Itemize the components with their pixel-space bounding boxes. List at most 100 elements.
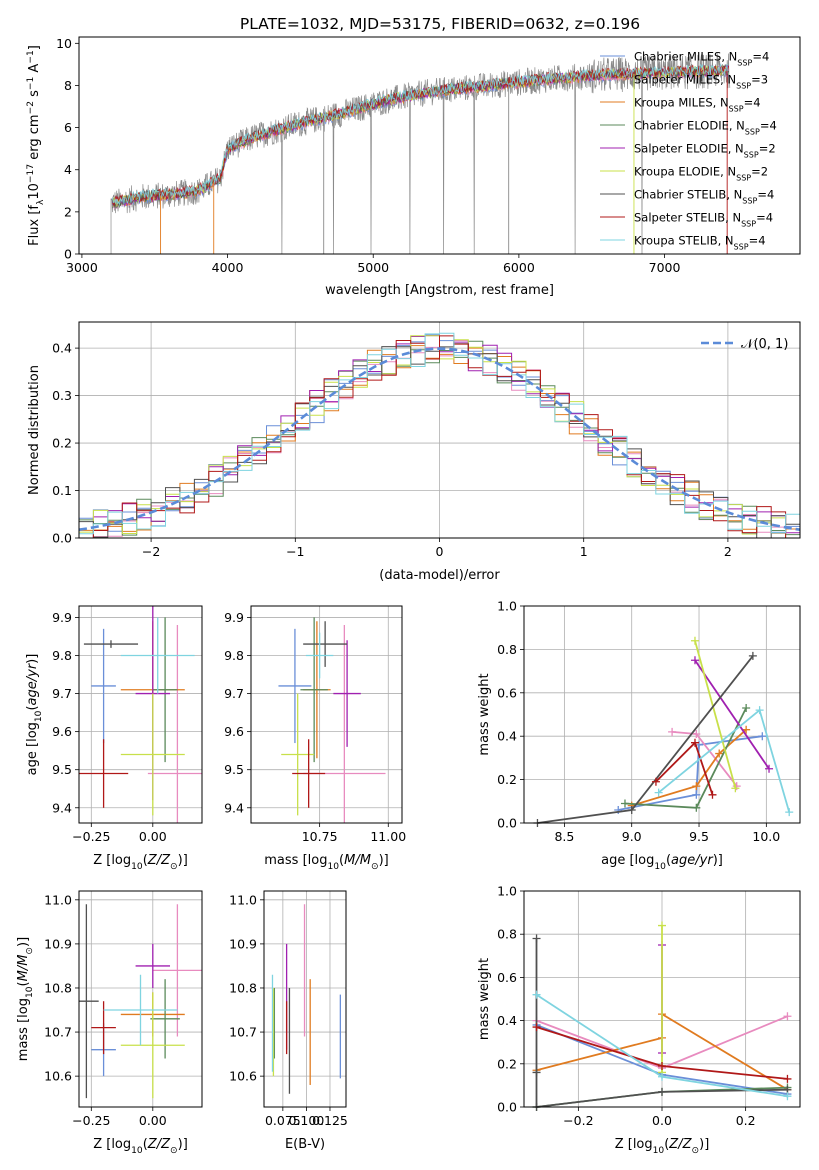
x-tick-label: 0.00 (139, 829, 167, 844)
weight-series (614, 732, 767, 814)
weight-marker (708, 790, 717, 799)
y-tick-label: 0.2 (497, 772, 517, 787)
plot-area (278, 617, 386, 823)
weight-marker (658, 921, 666, 930)
weight-line (694, 640, 737, 789)
weight-marker (783, 1012, 792, 1021)
weight-series (654, 706, 794, 817)
y-axis-label: age [log10(age/yr)] (25, 654, 44, 776)
y-tick-label: 0.2 (52, 436, 72, 451)
y-tick-label: 9.7 (224, 686, 244, 701)
y-tick-label: 0.4 (52, 341, 72, 356)
error-point (147, 625, 202, 823)
axes-frame (78, 36, 801, 255)
x-axis-label: Z [log10(Z/Z⊙)] (615, 1137, 710, 1156)
y-tick-label: 0.0 (497, 1100, 517, 1115)
y-axis-label: Flux [fλ10−17 erg cm−2 s−1 A−1] (26, 45, 46, 246)
chart-spectrum: 3000 4000 5000 6000 7000 0 2 4 6 8 10 Chabrier MILE… (26, 36, 801, 298)
x-tick-label: 9.0 (622, 829, 642, 844)
figure-title: PLATE=1032, MJD=53175, FIBERID=0632, z=0… (240, 15, 640, 33)
weight-marker (785, 808, 794, 817)
y-tick-label: 10.8 (44, 980, 72, 995)
plot-area (78, 332, 801, 539)
error-point (305, 632, 334, 679)
x-axis-label: wavelength [Angstrom, rest frame] (325, 283, 554, 298)
weight-marker (690, 738, 699, 747)
y-tick-label: 9.4 (52, 800, 72, 815)
y-axis-label: mass weight (477, 958, 492, 1040)
normal-curve (78, 347, 801, 531)
error-point (152, 904, 202, 1037)
x-axis-label: age [log10(age/yr)] (601, 853, 723, 872)
x-tick-label: 0.0 (652, 1113, 672, 1128)
y-tick-label: 0.4 (497, 729, 517, 744)
error-point (152, 617, 178, 763)
plot-area (79, 606, 202, 823)
x-tick-label: 6000 (503, 260, 535, 275)
x-tick-label: 0.075 (265, 1113, 301, 1128)
weight-marker (690, 656, 699, 665)
y-tick-label: 9.7 (52, 686, 72, 701)
x-axis-label: Z [log10(Z/Z⊙)] (93, 1137, 188, 1156)
legend: 𝒩(0, 1) (701, 337, 788, 352)
y-tick-label: 10.6 (229, 1069, 257, 1084)
legend-label: Chabrier MILES, NSSP=4 (634, 50, 769, 68)
axes-frame (78, 605, 203, 824)
axes-frame (250, 605, 403, 824)
weight-marker (658, 1087, 666, 1096)
y-tick-label: 0.0 (52, 531, 72, 546)
error-point (120, 617, 195, 694)
weight-marker (668, 727, 677, 736)
x-axis-label: (data-model)/error (379, 568, 500, 583)
weight-marker (692, 730, 701, 739)
y-tick-label: 9.8 (52, 648, 72, 663)
weight-marker (532, 934, 541, 943)
y-tick-label: 6 (64, 120, 72, 135)
y-tick-label: 11.0 (44, 892, 72, 907)
weight-marker (690, 636, 699, 645)
x-tick-label: 4000 (212, 260, 244, 275)
legend-label: 𝒩(0, 1) (741, 337, 788, 352)
y-tick-label: 0 (64, 247, 72, 262)
x-axis-label: E(B-V) (285, 1137, 325, 1152)
error-point (79, 739, 129, 808)
legend-label: Chabrier STELIB, NSSP=4 (634, 188, 774, 206)
weight-marker (731, 784, 740, 793)
weight-marker (692, 803, 701, 812)
weight-marker (742, 725, 751, 734)
y-tick-label: 9.5 (224, 762, 244, 777)
error-point (120, 992, 185, 1099)
weight-series (620, 703, 751, 812)
chart-mass_vs_Z: −0.25 0.00 10.6 10.7 10.8 10.9 11.0 Z [log10(Z/… (16, 890, 203, 1156)
weight-marker (654, 788, 663, 797)
error-point (91, 628, 116, 744)
axes-frame (78, 890, 203, 1108)
plot-area (79, 904, 202, 1099)
weight-marker (532, 1023, 541, 1032)
y-tick-label: 0.3 (52, 388, 72, 403)
y-tick-label: 11.0 (229, 892, 257, 907)
error-point (278, 628, 312, 744)
x-axis-label: Z [log10(Z/Z⊙)] (93, 853, 188, 872)
weight-line (658, 708, 791, 813)
x-tick-label: 9.5 (689, 829, 709, 844)
axes-frame (523, 605, 801, 824)
y-axis-label: mass weight (477, 673, 492, 755)
error-point (333, 640, 361, 747)
error-point (292, 739, 326, 808)
y-tick-label: 9.4 (224, 800, 244, 815)
x-tick-label: −0.2 (563, 1113, 593, 1128)
chart-age_vs_mass: 10.75 11.00 9.4 9.5 9.6 9.7 9.8 9.9 mass [log10(… (224, 605, 406, 872)
x-tick-label: −0.25 (72, 829, 110, 844)
chart-weight_vs_age: 8.5 9.0 9.5 10.0 0.0 0.2 0.4 0.6 0.8 1.0 age [log1… (477, 599, 801, 872)
x-tick-label: 7000 (649, 260, 681, 275)
error-point (303, 621, 348, 667)
x-tick-label: 3000 (66, 260, 98, 275)
chart-age_vs_Z: −0.25 0.00 9.4 9.5 9.6 9.7 9.8 9.9 Z [log10(Z/Z⊙… (25, 605, 203, 872)
x-tick-label: 10.75 (302, 829, 338, 844)
x-tick-label: 11.00 (370, 829, 406, 844)
y-tick-label: 10.9 (229, 936, 257, 951)
legend-label: Kroupa ELODIE, NSSP=2 (634, 165, 768, 183)
legend-label: Salpeter MILES, NSSP=3 (634, 73, 768, 91)
